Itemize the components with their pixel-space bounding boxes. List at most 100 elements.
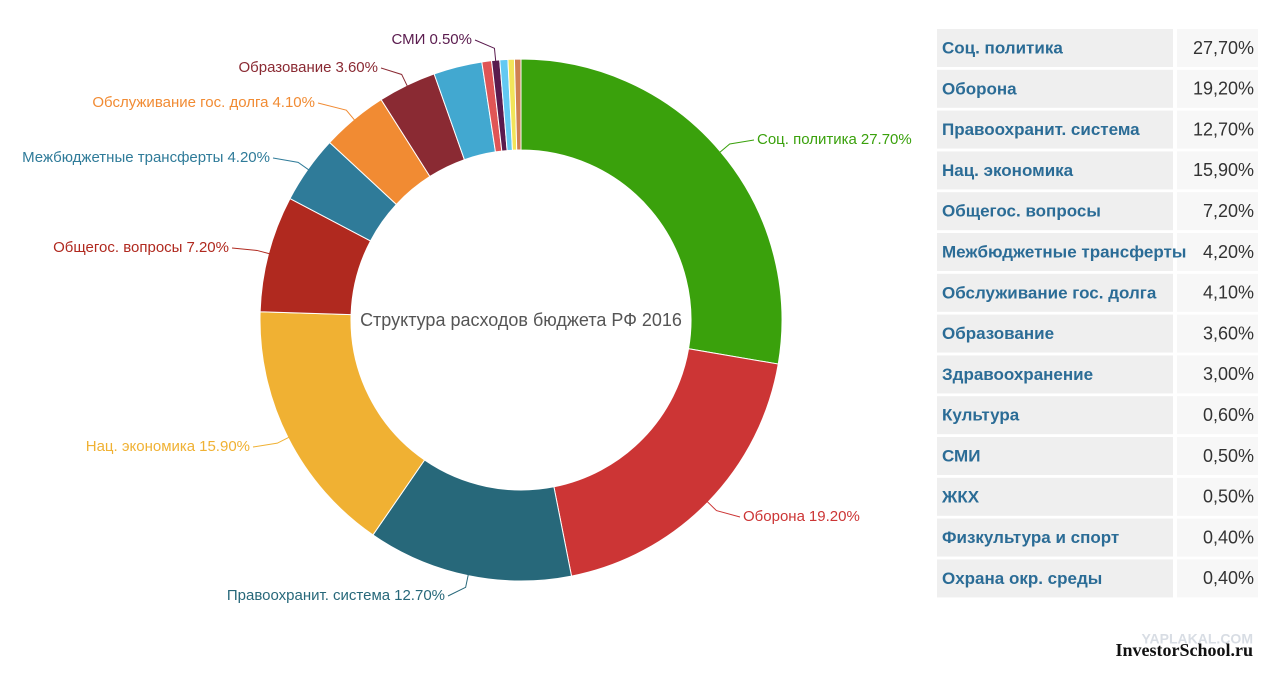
table-value: 4,10% [1203,283,1254,303]
table-value-cell [1177,273,1258,312]
table-value-cell [1177,355,1258,394]
table-name: Физкультура и спорт [942,528,1119,547]
table-name-cell [937,273,1173,312]
table-value: 3,60% [1203,323,1254,343]
table-name: Нац. экономика [942,161,1074,180]
slice-value: 27.70% [861,131,912,148]
leader-line [380,67,409,88]
table-value: 3,00% [1203,364,1254,384]
table-value-cell [1177,437,1258,475]
slice-label: Обслуживание гос. долга 4.10% [92,94,315,111]
leader-line [272,157,310,171]
slice-name: Оборона [743,508,806,525]
slice-label: Правоохранит. система 12.70% [227,587,445,604]
table-name-cell [937,29,1173,67]
table-name: Охрана окр. среды [942,569,1102,588]
donut-slice [513,58,522,151]
table-name-cell [937,192,1173,231]
leader-line [252,436,291,448]
table-name-cell [937,151,1173,190]
table-value-cell [1177,151,1258,190]
donut: Соц. политика 27.70% Оборона 19.20% Правоохр… [22,31,912,604]
table-name-cell [937,477,1173,516]
slice-value: 4.10% [272,94,315,111]
table-name: Соц. политика [942,38,1063,57]
table-value-cell [1177,233,1258,271]
table-value: 12,70% [1193,119,1254,139]
table-name: Оборона [942,79,1017,98]
table-value: 0,60% [1203,405,1254,425]
watermark-faint: YAPLAKAL.COM [1142,631,1254,647]
table-value: 0,50% [1203,487,1254,507]
table-name-cell [937,559,1173,598]
donut-slice [520,58,783,365]
slice-label: СМИ 0.50% [392,31,473,48]
table-value-cell [1177,559,1258,598]
table-name-cell [937,69,1173,108]
table-name: ЖКХ [941,487,980,506]
table-value-cell [1177,192,1258,231]
table-value: 19,20% [1193,79,1254,99]
table-name: Межбюджетные трансферты [942,242,1186,261]
leader-line [706,500,741,518]
table-value-cell [1177,314,1258,353]
watermark: InvestorSchool.ru [1115,640,1253,660]
slice-label: Соц. политика 27.70% [757,131,912,148]
slice-label: Общегос. вопросы 7.20% [53,239,229,256]
table: Соц. политика 27,70% Оборона 19,20% Правоохр… [937,29,1258,598]
slice-label: Межбюджетные трансферты 4.20% [22,149,270,166]
table-name: Культура [942,406,1020,425]
table-name-cell [937,110,1173,149]
donut-slice [553,348,779,577]
table-value: 7,20% [1203,201,1254,221]
table-value-cell [1177,477,1258,516]
slice-name: Образование [238,59,331,76]
slice-value: 7.20% [186,239,229,256]
table-value: 4,20% [1203,242,1254,262]
slice-name: Общегос. вопросы [53,239,182,256]
table-name: Общегос. вопросы [942,202,1101,221]
table-value: 0,40% [1203,568,1254,588]
table-name-cell [937,518,1173,557]
table-name: Правоохранит. система [942,120,1140,139]
table-name: Образование [942,324,1054,343]
leader-line [718,139,755,154]
slice-name: Нац. экономика [86,438,196,455]
table-name: Обслуживание гос. долга [942,283,1157,302]
table-name: СМИ [942,446,980,465]
table-name-cell [937,396,1173,435]
slice-label: Образование 3.60% [238,59,378,76]
slice-name: СМИ [392,31,426,48]
slice-name: Соц. политика [757,131,858,148]
slice-label: Нац. экономика 15.90% [86,438,250,455]
leader-line [474,39,497,63]
table-name-cell [937,314,1173,353]
slice-name: Межбюджетные трансферты [22,149,223,166]
leader-line [317,102,356,122]
leader-line [231,247,271,255]
slice-label: Оборона 19.20% [743,508,860,525]
table-value-cell [1177,110,1258,149]
chart-title: Структура расходов бюджета РФ 2016 [360,310,682,330]
table-name-cell [937,355,1173,394]
table-value: 15,90% [1193,160,1254,180]
slice-name: Обслуживание гос. долга [92,94,269,111]
table-value-cell [1177,518,1258,557]
leader-line [447,573,469,597]
table-value: 0,40% [1203,527,1254,547]
table-value-cell [1177,29,1258,67]
slice-value: 19.20% [809,508,860,525]
table-value: 0,50% [1203,446,1254,466]
slice-name: Правоохранит. система [227,587,391,604]
table-value-cell [1177,396,1258,435]
table-name-cell [937,233,1173,271]
slice-value: 4.20% [227,149,270,166]
slice-value: 3.60% [335,59,378,76]
slice-value: 0.50% [429,31,472,48]
table-value: 27,70% [1193,38,1254,58]
slice-value: 15.90% [199,438,250,455]
table-name: Здравоохранение [942,365,1093,384]
table-name-cell [937,437,1173,475]
